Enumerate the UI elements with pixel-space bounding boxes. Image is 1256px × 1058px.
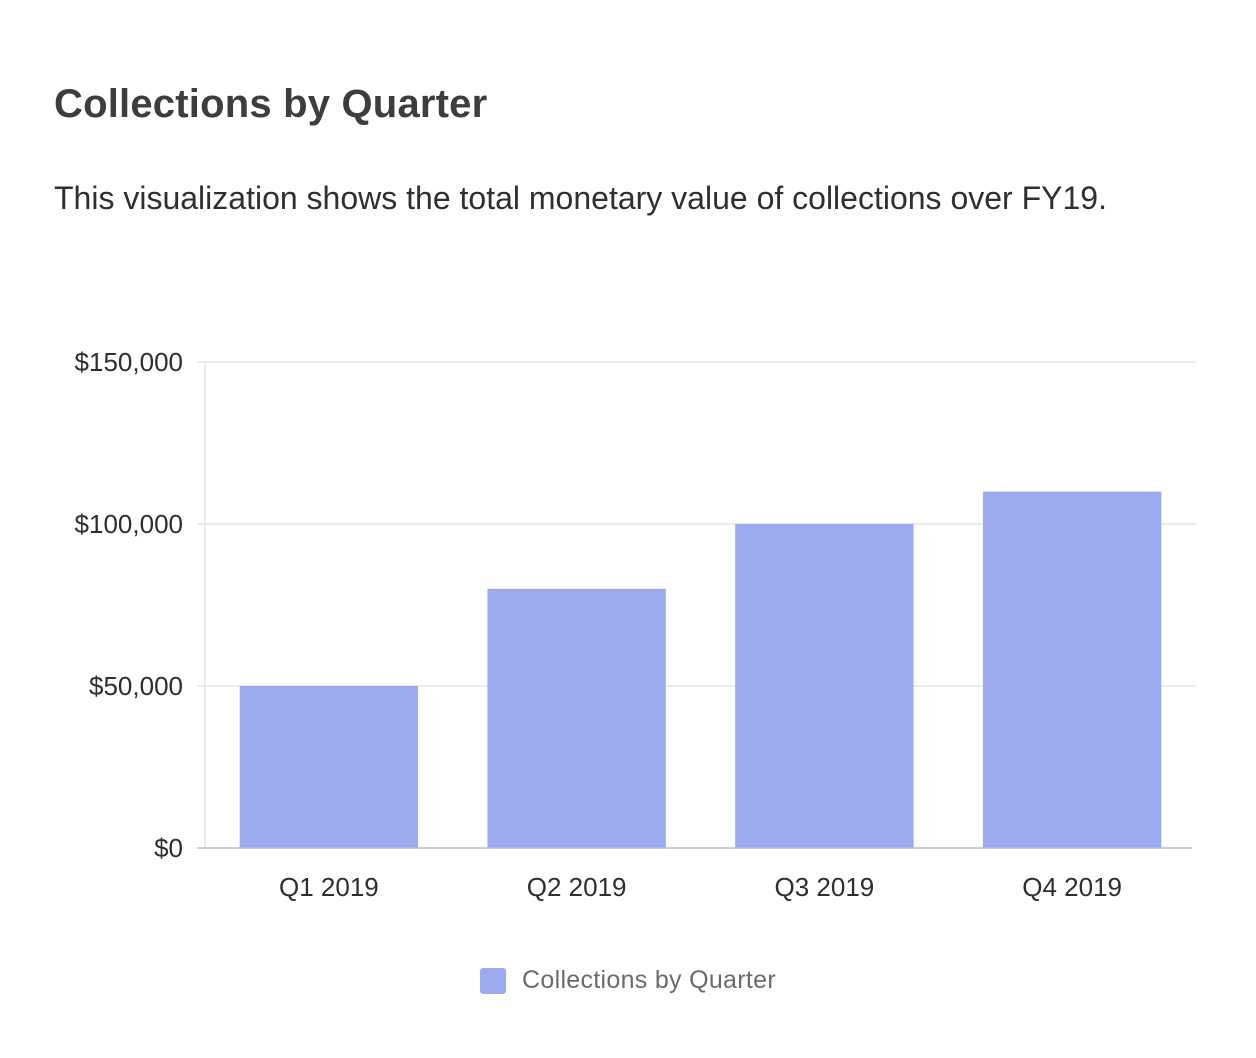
x-axis-tick-labels: Q1 2019 Q2 2019 Q3 2019 Q4 2019	[279, 872, 1122, 902]
y-tick-label: $100,000	[75, 509, 183, 539]
chart-title: Collections by Quarter	[54, 82, 488, 126]
legend-swatch	[480, 967, 507, 994]
bar-chart: $0 $50,000 $100,000 $150,000 Q1 2019 Q2 2019…	[75, 347, 1196, 902]
y-axis-tick-labels: $0 $50,000 $100,000 $150,000	[75, 347, 183, 863]
y-tick-label: $0	[154, 833, 183, 863]
axes	[197, 362, 1192, 849]
y-tick-label: $50,000	[89, 671, 183, 701]
bar	[239, 686, 419, 848]
x-tick-label: Q1 2019	[279, 872, 379, 902]
bar	[735, 524, 914, 848]
bars	[239, 491, 1162, 848]
x-tick-label: Q3 2019	[775, 872, 875, 902]
legend-label: Collections by Quarter	[522, 966, 776, 994]
bar	[487, 588, 666, 848]
chart-description: This visualization shows the total monet…	[54, 180, 1107, 216]
x-tick-label: Q4 2019	[1022, 872, 1122, 902]
bar	[982, 491, 1162, 848]
chart-legend[interactable]: Collections by Quarter	[0, 966, 1256, 995]
x-tick-label: Q2 2019	[527, 872, 627, 902]
y-tick-label: $150,000	[75, 347, 183, 377]
